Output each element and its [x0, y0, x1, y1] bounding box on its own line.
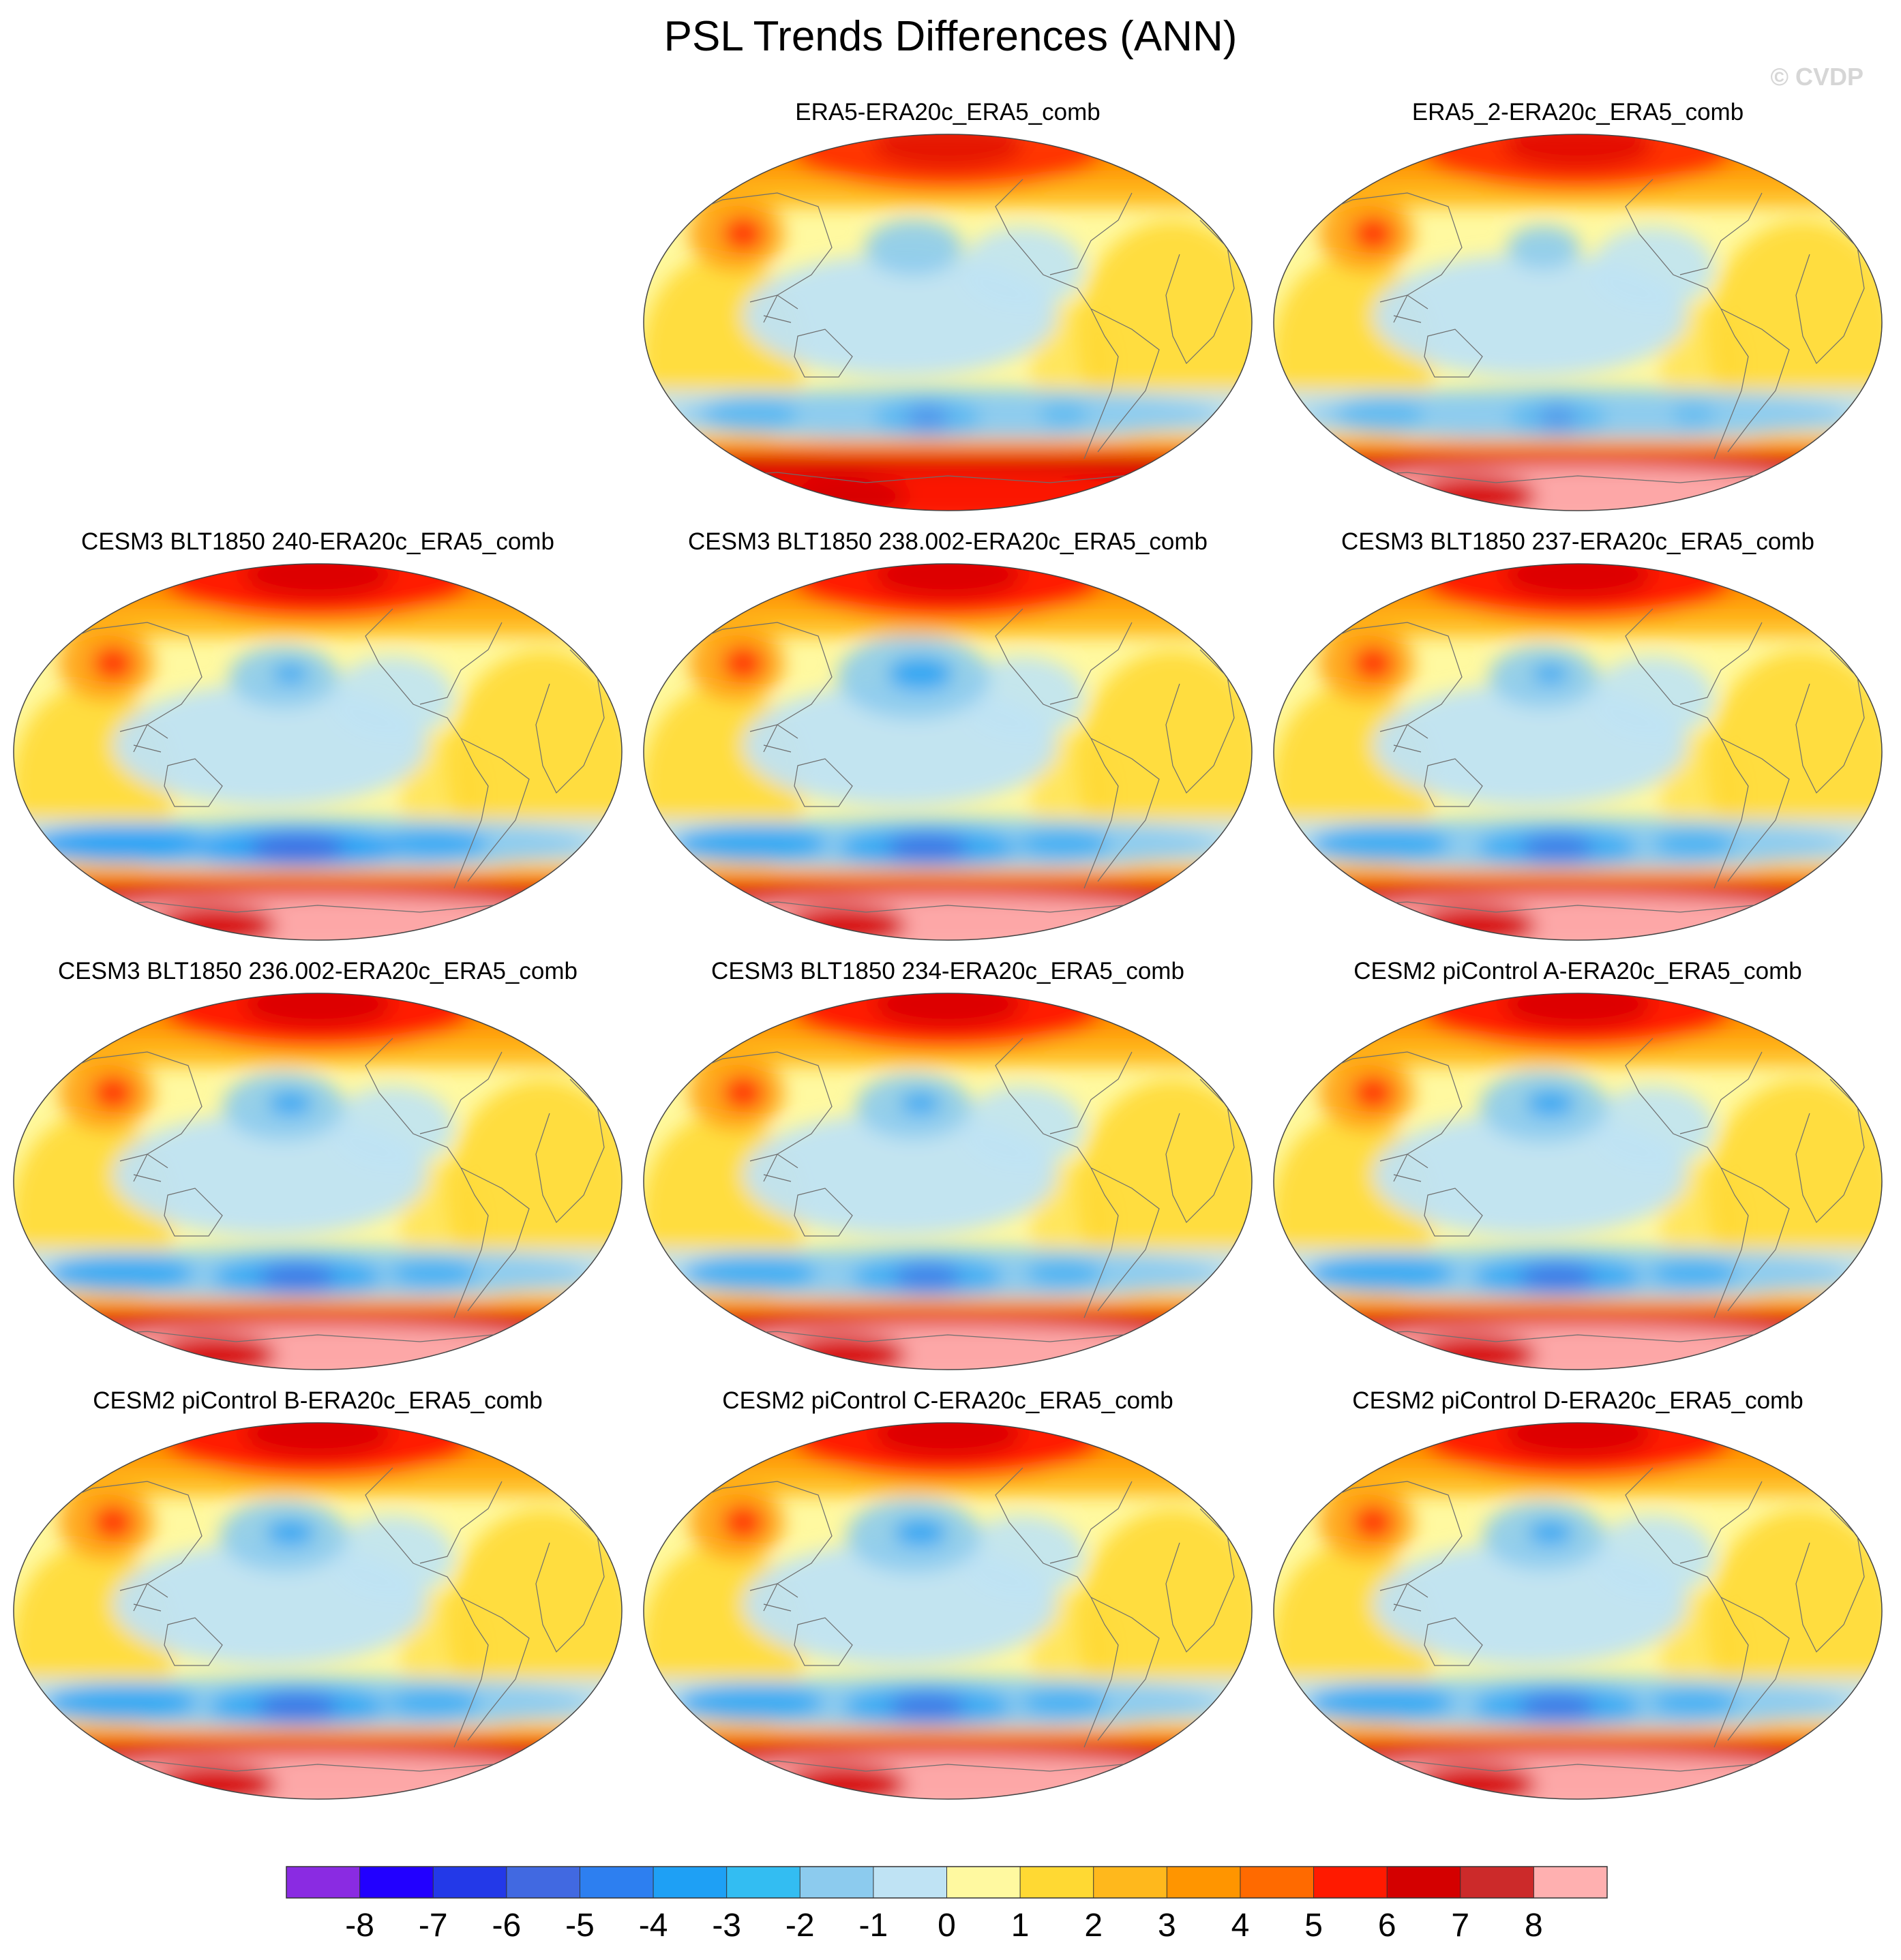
colorbar-tick-label: 7: [1451, 1908, 1469, 1944]
colorbar-swatch: [1460, 1867, 1534, 1898]
map-panel: CESM2 piControl C-ERA20c_ERA5_comb: [641, 1387, 1255, 1800]
colorbar-tick-label: -3: [712, 1908, 741, 1944]
global-map: [13, 563, 623, 941]
colorbar-tick-label: -2: [785, 1908, 815, 1944]
colorbar-swatch: [1387, 1867, 1461, 1898]
colorbar-swatch: [1313, 1867, 1388, 1898]
panel-title: CESM3 BLT1850 234-ERA20c_ERA5_comb: [711, 958, 1184, 984]
colorbar-swatch: [873, 1867, 947, 1898]
coastlines: [1298, 1467, 1865, 1772]
colorbar-tick-label: -1: [859, 1908, 888, 1944]
map-panel: CESM2 piControl D-ERA20c_ERA5_comb: [1271, 1387, 1885, 1800]
global-map: [1273, 993, 1883, 1370]
colorbar-tick-label: 4: [1231, 1908, 1250, 1944]
colorbar-tick-label: 0: [938, 1908, 956, 1944]
colorbar-swatch: [653, 1867, 728, 1898]
colorbar-swatch: [800, 1867, 874, 1898]
colorbar-swatch: [506, 1867, 580, 1898]
global-map: [1273, 1422, 1883, 1800]
global-map: [1273, 563, 1883, 941]
panel-title: CESM2 piControl A-ERA20c_ERA5_comb: [1353, 958, 1802, 984]
panel-title: CESM3 BLT1850 237-ERA20c_ERA5_comb: [1341, 528, 1814, 555]
colorbar-tick-label: 3: [1158, 1908, 1176, 1944]
colorbar-tick-label: 1: [1011, 1908, 1030, 1944]
figure-title: PSL Trends Differences (ANN): [663, 13, 1238, 60]
colorbar-tick-label: 2: [1084, 1908, 1103, 1944]
panel-title: CESM2 piControl D-ERA20c_ERA5_comb: [1352, 1387, 1803, 1414]
panel-title: CESM3 BLT1850 236.002-ERA20c_ERA5_comb: [57, 958, 578, 984]
colorbar-swatch: [1240, 1867, 1315, 1898]
map-panel: CESM3 BLT1850 238.002-ERA20c_ERA5_comb: [641, 528, 1255, 941]
map-panel: ERA5-ERA20c_ERA5_comb: [641, 99, 1255, 511]
credit-watermark: © CVDP: [1770, 63, 1863, 91]
map-panel: ERA5_2-ERA20c_ERA5_comb: [1271, 99, 1885, 511]
colorbar-swatch: [286, 1867, 361, 1898]
global-map: [13, 993, 623, 1370]
colorbar-tick-label: -6: [492, 1908, 521, 1944]
colorbar-tick-label: -7: [419, 1908, 448, 1944]
colorbar-tick-label: -4: [639, 1908, 668, 1944]
map-panel: CESM3 BLT1850 236.002-ERA20c_ERA5_comb: [11, 958, 625, 1370]
colorbar-swatch: [1020, 1867, 1094, 1898]
panel-title: CESM2 piControl C-ERA20c_ERA5_comb: [722, 1387, 1173, 1414]
colorbar-tick-label: 5: [1304, 1908, 1323, 1944]
colorbar-swatch: [946, 1867, 1021, 1898]
map-panel: CESM2 piControl B-ERA20c_ERA5_comb: [11, 1387, 625, 1800]
panel-title: ERA5-ERA20c_ERA5_comb: [795, 99, 1101, 125]
colorbar-tick-label: -8: [345, 1908, 374, 1944]
global-map: [643, 563, 1253, 941]
global-map: [643, 993, 1253, 1370]
panel-title: CESM3 BLT1850 238.002-ERA20c_ERA5_comb: [687, 528, 1208, 555]
global-map: [643, 134, 1253, 511]
colorbar-swatch: [359, 1867, 434, 1898]
colorbar-tick-label: 8: [1525, 1908, 1543, 1944]
panel-title: CESM2 piControl B-ERA20c_ERA5_comb: [93, 1387, 543, 1414]
panel-title: ERA5_2-ERA20c_ERA5_comb: [1411, 99, 1744, 125]
map-panel: CESM3 BLT1850 237-ERA20c_ERA5_comb: [1271, 528, 1885, 941]
colorbar-swatch: [1533, 1867, 1608, 1898]
colorbar-swatch: [726, 1867, 800, 1898]
map-panel: CESM2 piControl A-ERA20c_ERA5_comb: [1271, 958, 1885, 1370]
panel-title: CESM3 BLT1850 240-ERA20c_ERA5_comb: [81, 528, 554, 555]
coastlines: [38, 1467, 605, 1772]
global-map: [1273, 134, 1883, 511]
colorbar-swatch: [1093, 1867, 1167, 1898]
global-map: [643, 1422, 1253, 1800]
colorbar-swatch: [580, 1867, 654, 1898]
map-panel: CESM3 BLT1850 234-ERA20c_ERA5_comb: [641, 958, 1255, 1370]
global-map: [13, 1422, 623, 1800]
map-panel: CESM3 BLT1850 240-ERA20c_ERA5_comb: [11, 528, 625, 941]
colorbar-swatch: [1167, 1867, 1241, 1898]
colorbar-swatch: [433, 1867, 507, 1898]
colorbar-tick-label: 6: [1378, 1908, 1396, 1944]
colorbar-tick-label: -5: [565, 1908, 595, 1944]
